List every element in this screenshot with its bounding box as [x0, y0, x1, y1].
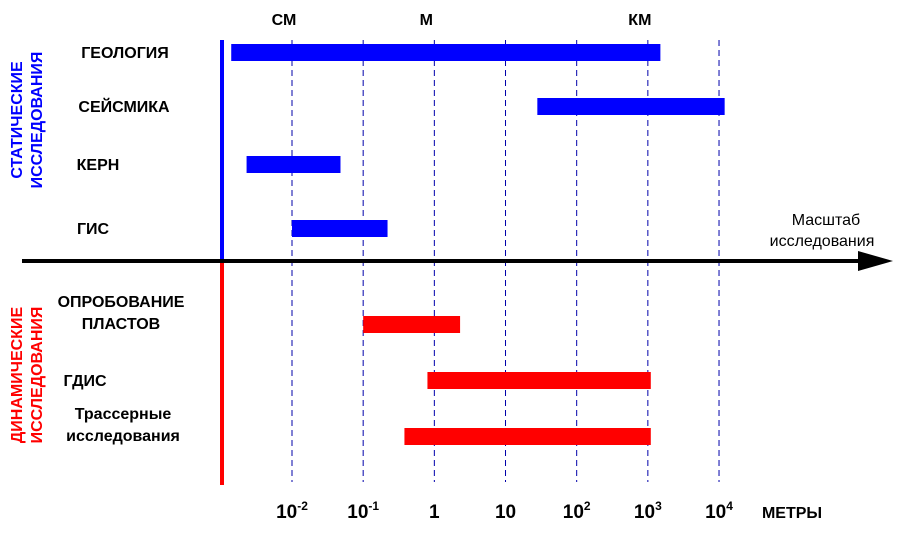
category-label: КЕРН — [77, 157, 120, 174]
unit-label: КМ — [628, 12, 651, 29]
scale-axis-arrowhead — [858, 251, 893, 271]
section-title-line: ИССЛЕДОВАНИЯ — [29, 307, 46, 444]
range-bars — [231, 44, 725, 445]
category-labels: ГЕОЛОГИЯ СЕЙСМИКА КЕРН ГИС ОПРОБОВАНИЕ ПЛАСТО… — [58, 45, 185, 445]
category-label: ГИС — [77, 221, 110, 238]
range-bar — [231, 44, 661, 61]
range-bar — [404, 428, 651, 445]
category-label: Трассерные — [75, 406, 172, 423]
range-bar — [246, 156, 341, 173]
unit-label: СМ — [272, 12, 297, 29]
tick-label: 10 — [495, 502, 516, 523]
category-label: СЕЙСМИКА — [78, 97, 170, 116]
section-title: СТАТИЧЕСКИЕ ИССЛЕДОВАНИЯ — [9, 52, 46, 189]
category-label: ГЕОЛОГИЯ — [81, 45, 169, 62]
category-label: ПЛАСТОВ — [82, 316, 160, 333]
tick-label: 1 — [429, 502, 440, 523]
section-title-line: ИССЛЕДОВАНИЯ — [29, 52, 46, 189]
category-label: исследования — [66, 428, 180, 445]
category-label: ГДИС — [63, 373, 107, 390]
tick-label: 102 — [563, 499, 591, 523]
range-bar — [427, 372, 651, 389]
unit-labels: СМ М КМ — [272, 12, 652, 29]
range-bar — [363, 316, 461, 333]
unit-label: М — [420, 12, 433, 29]
category-label: ОПРОБОВАНИЕ — [58, 294, 185, 311]
tick-label: 10-2 — [276, 499, 308, 523]
range-bar — [537, 98, 725, 115]
axis-unit-label: МЕТРЫ — [762, 505, 822, 522]
section-title: ДИНАМИЧЕСКИЕ ИССЛЕДОВАНИЯ — [9, 307, 46, 444]
tick-label: 104 — [705, 499, 733, 523]
tick-label: 10-1 — [347, 499, 379, 523]
range-bar — [292, 220, 388, 237]
tick-labels: 10-2 10-1 1 10 102 103 104 — [276, 499, 733, 523]
axis-title-line-1: Масштаб — [792, 212, 860, 229]
tick-label: 103 — [634, 499, 662, 523]
section-title-line: ДИНАМИЧЕСКИЕ — [9, 307, 26, 444]
section-title-line: СТАТИЧЕСКИЕ — [9, 61, 26, 179]
axis-title-line-2: исследования — [770, 233, 875, 250]
